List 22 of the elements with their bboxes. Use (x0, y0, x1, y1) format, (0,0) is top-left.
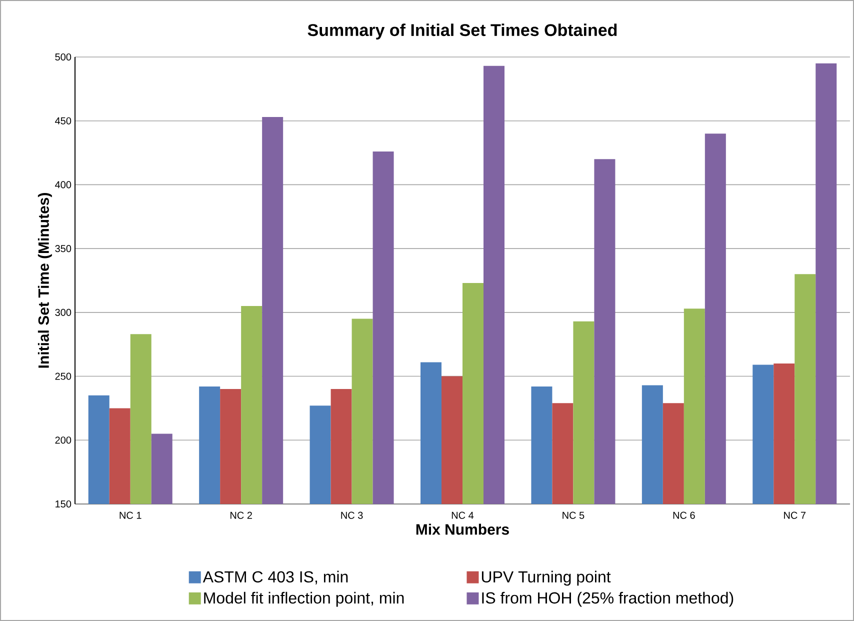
x-tick-label: NC 1 (120, 512, 142, 519)
x-tick-label: NC 5 (562, 512, 584, 519)
y-tick-label: 300 (55, 308, 72, 316)
legend-label: Model fit inflection point, min (204, 592, 404, 607)
x-tick-label: NC 4 (452, 512, 474, 519)
y-tick-label: 450 (55, 117, 72, 124)
chart-title: Summary of Initial Set Times Obtained (308, 24, 617, 40)
x-tick-label: NC 2 (230, 512, 252, 519)
legend-label: IS from HOH (25% fraction method) (482, 592, 734, 607)
x-axis-title: Mix Numbers (416, 524, 509, 535)
y-tick-label: 150 (56, 500, 72, 508)
x-tick-label: NC 3 (341, 512, 363, 519)
legend-label: ASTM C 403 IS, min (202, 570, 348, 584)
x-tick-label: NC 6 (673, 512, 695, 519)
legend-label: UPV Turning point (482, 570, 611, 586)
x-tick-label: NC 7 (784, 512, 806, 519)
y-tick-label: 500 (55, 53, 72, 61)
y-tick-label: 200 (55, 436, 72, 444)
y-tick-label: 400 (55, 181, 72, 188)
y-tick-label: 350 (55, 245, 72, 252)
y-axis-title: Initial Set Time (Minutes) (38, 193, 52, 368)
y-tick-label: 250 (55, 372, 72, 380)
